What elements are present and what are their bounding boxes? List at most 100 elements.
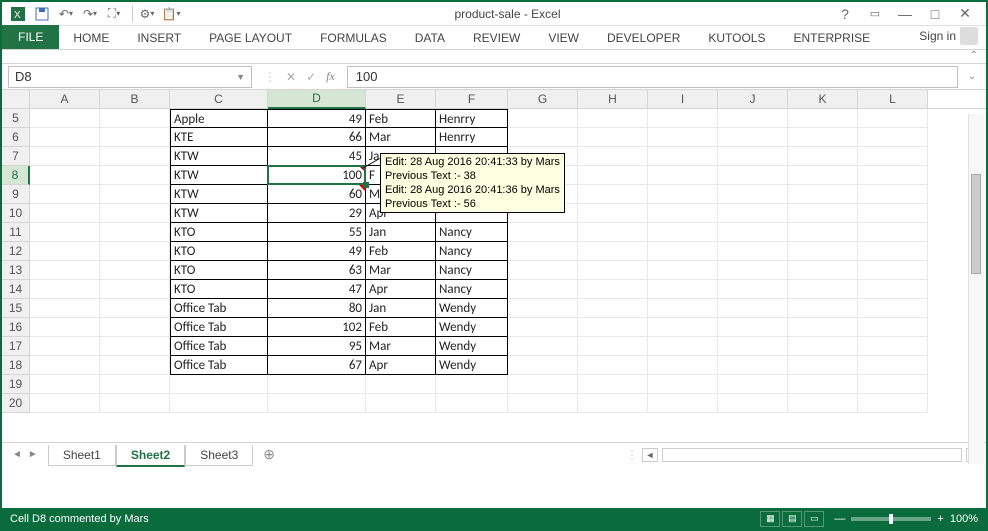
column-header[interactable]: I bbox=[648, 90, 718, 108]
cell[interactable] bbox=[170, 394, 268, 413]
cell[interactable] bbox=[100, 147, 170, 166]
cell[interactable] bbox=[100, 337, 170, 356]
cell[interactable] bbox=[858, 147, 928, 166]
cell[interactable] bbox=[578, 261, 648, 280]
cell[interactable] bbox=[788, 147, 858, 166]
cell[interactable] bbox=[30, 261, 100, 280]
cell[interactable]: 29 bbox=[268, 204, 366, 223]
cell[interactable] bbox=[788, 299, 858, 318]
tab-enterprise[interactable]: ENTERPRISE bbox=[780, 27, 885, 49]
vertical-scrollbar[interactable] bbox=[968, 114, 984, 464]
cell[interactable]: KTE bbox=[170, 128, 268, 147]
qat-item-icon[interactable]: 📋▾ bbox=[161, 4, 181, 24]
cell[interactable]: Feb bbox=[366, 318, 436, 337]
tab-page-layout[interactable]: PAGE LAYOUT bbox=[195, 27, 306, 49]
horizontal-scrollbar[interactable]: ⋮ ◄ ► bbox=[285, 448, 986, 462]
cell[interactable] bbox=[718, 394, 788, 413]
row-header[interactable]: 19 bbox=[2, 375, 30, 394]
row-header[interactable]: 17 bbox=[2, 337, 30, 356]
cell[interactable] bbox=[648, 204, 718, 223]
scrollbar-track[interactable] bbox=[662, 448, 962, 462]
cell[interactable] bbox=[858, 261, 928, 280]
cell[interactable] bbox=[648, 261, 718, 280]
cell[interactable] bbox=[788, 261, 858, 280]
cell[interactable] bbox=[100, 223, 170, 242]
cell[interactable]: Mar bbox=[366, 261, 436, 280]
cell[interactable] bbox=[578, 185, 648, 204]
minimize-icon[interactable]: — bbox=[890, 6, 920, 22]
cell[interactable]: 66 bbox=[268, 128, 366, 147]
normal-view-icon[interactable]: ▦ bbox=[760, 511, 780, 527]
cell[interactable] bbox=[100, 299, 170, 318]
redo-icon[interactable]: ↷▾ bbox=[80, 4, 100, 24]
cell[interactable] bbox=[30, 166, 100, 185]
cell[interactable] bbox=[578, 394, 648, 413]
cell[interactable] bbox=[718, 223, 788, 242]
cell[interactable] bbox=[648, 166, 718, 185]
scroll-left-icon[interactable]: ◄ bbox=[642, 448, 658, 462]
cell[interactable] bbox=[718, 109, 788, 128]
cell[interactable] bbox=[508, 337, 578, 356]
cell[interactable]: 95 bbox=[268, 337, 366, 356]
formula-bar[interactable]: 100 bbox=[347, 66, 958, 88]
cell[interactable] bbox=[508, 261, 578, 280]
column-header[interactable]: L bbox=[858, 90, 928, 108]
cell[interactable] bbox=[858, 204, 928, 223]
expand-formula-icon[interactable]: ⌄ bbox=[964, 71, 980, 82]
cell[interactable] bbox=[788, 128, 858, 147]
cell[interactable] bbox=[100, 185, 170, 204]
cell[interactable] bbox=[648, 109, 718, 128]
page-break-view-icon[interactable]: ▭ bbox=[804, 511, 824, 527]
cell[interactable] bbox=[508, 375, 578, 394]
cell[interactable] bbox=[30, 128, 100, 147]
cell[interactable] bbox=[508, 394, 578, 413]
cell[interactable]: KTO bbox=[170, 242, 268, 261]
cell[interactable] bbox=[30, 147, 100, 166]
cell[interactable]: 49 bbox=[268, 242, 366, 261]
cell[interactable] bbox=[858, 185, 928, 204]
cell[interactable] bbox=[100, 356, 170, 375]
cell[interactable]: Office Tab bbox=[170, 318, 268, 337]
cell[interactable] bbox=[30, 299, 100, 318]
cell[interactable]: 55 bbox=[268, 223, 366, 242]
cell[interactable] bbox=[648, 394, 718, 413]
row-header[interactable]: 11 bbox=[2, 223, 30, 242]
cell[interactable] bbox=[858, 242, 928, 261]
cell[interactable] bbox=[648, 147, 718, 166]
cell[interactable] bbox=[100, 204, 170, 223]
cell[interactable] bbox=[508, 318, 578, 337]
cell[interactable] bbox=[100, 166, 170, 185]
cell[interactable] bbox=[648, 242, 718, 261]
cell[interactable]: 100 bbox=[268, 166, 366, 185]
sheet-nav[interactable]: ◄► bbox=[2, 449, 48, 460]
cell[interactable] bbox=[100, 109, 170, 128]
cell[interactable] bbox=[508, 299, 578, 318]
cell[interactable]: Henrry bbox=[436, 128, 508, 147]
cell[interactable] bbox=[718, 128, 788, 147]
cell[interactable] bbox=[366, 375, 436, 394]
cell[interactable] bbox=[718, 318, 788, 337]
cell[interactable]: 60 bbox=[268, 185, 366, 204]
name-box[interactable]: D8 ▼ bbox=[8, 66, 252, 88]
cell[interactable] bbox=[858, 109, 928, 128]
row-header[interactable]: 6 bbox=[2, 128, 30, 147]
sheet-tab[interactable]: Sheet1 bbox=[48, 445, 116, 466]
cell[interactable] bbox=[30, 356, 100, 375]
cell[interactable] bbox=[648, 223, 718, 242]
cell[interactable]: Wendy bbox=[436, 318, 508, 337]
row-header[interactable]: 18 bbox=[2, 356, 30, 375]
help-icon[interactable]: ? bbox=[830, 6, 860, 22]
cell[interactable] bbox=[30, 318, 100, 337]
cell[interactable]: Wendy bbox=[436, 337, 508, 356]
column-header[interactable]: E bbox=[366, 90, 436, 108]
cell[interactable] bbox=[788, 337, 858, 356]
column-header[interactable]: A bbox=[30, 90, 100, 108]
cell[interactable]: 47 bbox=[268, 280, 366, 299]
close-icon[interactable]: ✕ bbox=[950, 5, 980, 22]
cell[interactable] bbox=[858, 337, 928, 356]
cell[interactable] bbox=[788, 242, 858, 261]
cancel-icon[interactable]: ✕ bbox=[286, 70, 296, 84]
name-box-dropdown-icon[interactable]: ▼ bbox=[236, 72, 245, 82]
cell[interactable] bbox=[718, 375, 788, 394]
zoom-in-icon[interactable]: + bbox=[937, 513, 943, 525]
